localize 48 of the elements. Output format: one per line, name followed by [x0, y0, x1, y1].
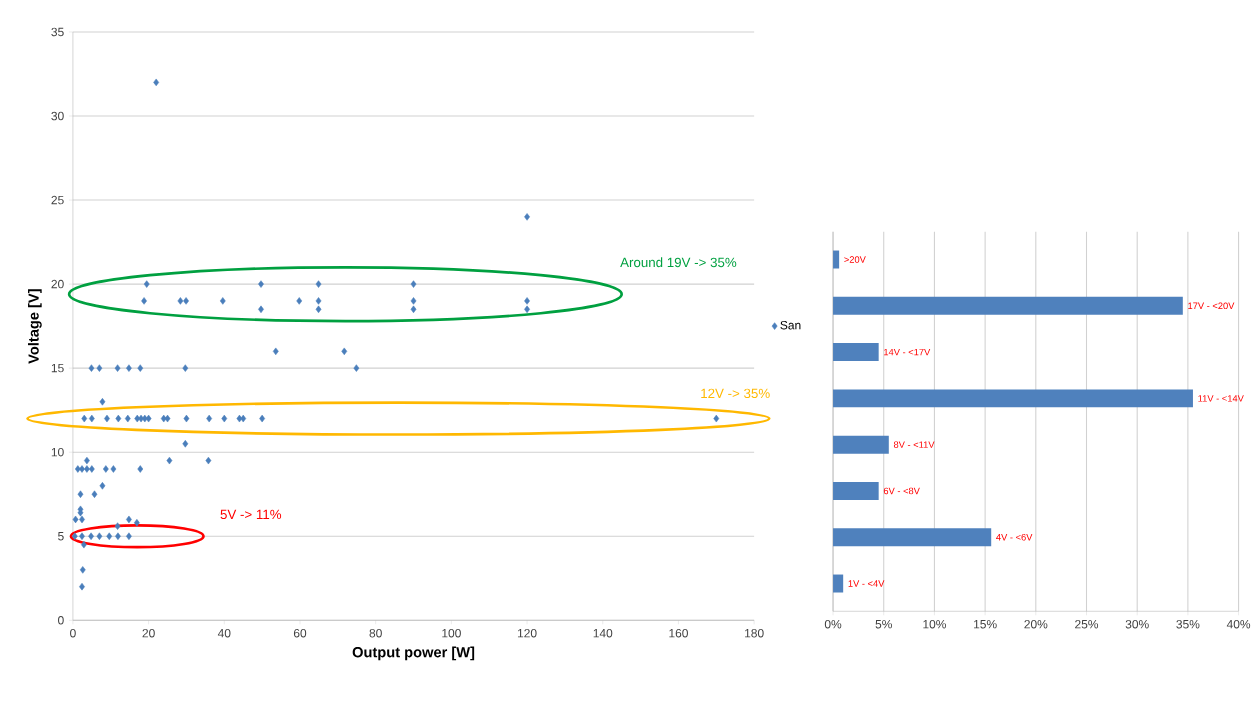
x-tick-label: 25% — [1075, 619, 1099, 629]
x-tick-label: 10% — [923, 619, 946, 629]
bar — [833, 389, 1193, 408]
x-tick-label: 160 — [669, 628, 688, 638]
y-tick-label: 14V - <17V — [884, 348, 931, 356]
x-tick-label: 60 — [293, 628, 307, 638]
x-tick-label: 20 — [142, 628, 155, 638]
y-tick-label: 25 — [51, 195, 64, 205]
x-tick-label: 100 — [442, 628, 461, 638]
y-tick-label: 35 — [51, 27, 64, 37]
y-tick-label: >20V — [844, 256, 866, 263]
y-tick-label: 1V - <4V — [848, 580, 885, 587]
x-tick-label: 40 — [217, 628, 231, 638]
annotation: 12V -> 35% — [701, 388, 770, 398]
y-tick-label: 4V - <6V — [996, 533, 1033, 541]
legend-label: San — [780, 320, 801, 330]
bar — [833, 481, 879, 500]
y-tick-label: 6V - <8V — [883, 487, 920, 495]
x-tick-label: 80 — [369, 628, 382, 638]
y-axis-title: Voltage [V] — [28, 289, 42, 364]
bar — [833, 574, 844, 593]
y-tick-label: 10 — [51, 447, 64, 457]
y-tick-label: 20 — [51, 279, 64, 289]
y-tick-label: 5 — [58, 531, 64, 541]
y-tick-label: 11V - <14V — [1198, 395, 1244, 402]
bar — [833, 528, 992, 547]
x-tick-label: 180 — [745, 628, 764, 638]
bar — [833, 250, 840, 269]
x-axis-title: Output power [W] — [352, 646, 475, 661]
y-tick-label: 17V - <20V — [1188, 302, 1235, 309]
x-tick-label: 140 — [593, 628, 613, 638]
x-tick-label: 15% — [974, 619, 997, 629]
bar — [833, 435, 889, 454]
bar — [833, 343, 879, 361]
annotation: 5V -> 11% — [220, 509, 282, 519]
x-tick-label: 5% — [875, 619, 892, 629]
x-tick-label: 120 — [517, 628, 537, 638]
x-tick-label: 35% — [1176, 619, 1200, 629]
x-tick-label: 30% — [1125, 619, 1149, 629]
y-tick-label: 8V - <11V — [893, 441, 935, 448]
x-tick-label: 40% — [1226, 619, 1251, 629]
y-tick-label: 15 — [51, 363, 64, 373]
bar — [833, 296, 1183, 315]
y-tick-label: 30 — [51, 111, 64, 121]
x-tick-label: 0% — [824, 619, 842, 629]
x-tick-label: 20% — [1024, 619, 1048, 629]
annotation: Around 19V -> 35% — [620, 257, 737, 268]
x-tick-label: 0 — [70, 628, 76, 638]
